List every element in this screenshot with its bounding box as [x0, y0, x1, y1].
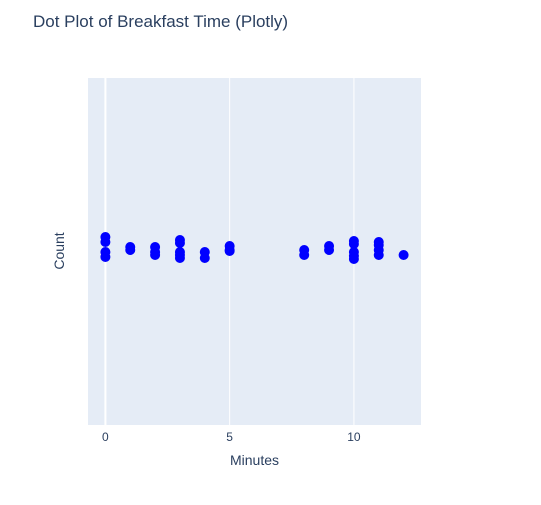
- x-tick-label: 10: [347, 430, 361, 444]
- y-axis-title: Count: [51, 232, 67, 269]
- data-point[interactable]: [373, 250, 384, 260]
- data-point[interactable]: [100, 252, 111, 262]
- data-markers: [100, 232, 409, 264]
- data-point[interactable]: [174, 238, 185, 248]
- data-point[interactable]: [348, 239, 359, 249]
- data-point[interactable]: [174, 253, 185, 263]
- data-point[interactable]: [398, 250, 409, 260]
- x-axis-title: Minutes: [230, 452, 279, 468]
- x-tick-labels: 0 5 10: [102, 430, 361, 444]
- data-point[interactable]: [100, 237, 111, 247]
- data-point[interactable]: [199, 253, 210, 263]
- data-point[interactable]: [125, 245, 136, 255]
- data-point[interactable]: [299, 250, 310, 260]
- x-tick-label: 0: [102, 430, 109, 444]
- plot-area-background: [88, 78, 421, 425]
- data-point[interactable]: [348, 254, 359, 264]
- chart-title: Dot Plot of Breakfast Time (Plotly): [33, 12, 289, 31]
- data-point[interactable]: [324, 245, 335, 255]
- data-point[interactable]: [150, 250, 161, 260]
- x-tick-label: 5: [226, 430, 233, 444]
- data-point[interactable]: [224, 246, 235, 256]
